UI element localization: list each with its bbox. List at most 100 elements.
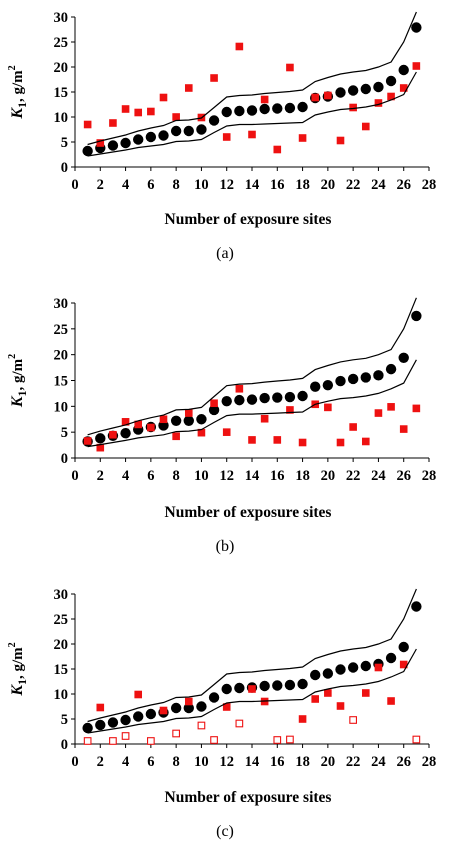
data-point-red-open-square bbox=[197, 721, 206, 730]
x-tick-label: 12 bbox=[219, 468, 234, 484]
data-point-red-square bbox=[172, 113, 180, 121]
data-point-red-open-square bbox=[349, 716, 357, 724]
lower-band-line bbox=[87, 71, 417, 157]
data-point-black-circle bbox=[158, 130, 169, 141]
data-point-red-square bbox=[412, 62, 421, 70]
data-point-red-square bbox=[324, 91, 332, 100]
x-tick-label: 26 bbox=[396, 177, 411, 193]
data-point-black-circle bbox=[208, 115, 220, 126]
data-point-black-circle bbox=[234, 682, 245, 694]
series-black-circle bbox=[82, 22, 422, 157]
y-tick-label: 25 bbox=[54, 322, 69, 338]
data-point-black-circle bbox=[196, 124, 207, 135]
y-tick-label: 15 bbox=[54, 662, 69, 678]
y-tick-label: 5 bbox=[61, 425, 68, 441]
data-point-black-circle bbox=[246, 394, 258, 405]
data-point-red-square bbox=[324, 689, 332, 697]
series-lower-band-line bbox=[87, 71, 417, 157]
x-tick-label: 0 bbox=[71, 468, 78, 484]
x-tick-label: 10 bbox=[194, 468, 209, 484]
data-point-red-square bbox=[260, 414, 269, 423]
data-point-black-circle bbox=[347, 85, 359, 96]
lower-band-line bbox=[87, 359, 417, 448]
data-point-red-square bbox=[235, 384, 244, 393]
y-tick-label: 25 bbox=[54, 612, 69, 628]
x-axis-label: Number of exposure sites bbox=[165, 504, 332, 521]
data-point-black-circle bbox=[145, 131, 157, 143]
data-point-black-circle bbox=[259, 392, 270, 404]
data-point-red-square bbox=[361, 689, 370, 697]
data-point-red-square bbox=[273, 145, 282, 154]
x-tick-label: 26 bbox=[396, 468, 411, 484]
data-point-red-square bbox=[374, 99, 383, 107]
data-point-red-square bbox=[222, 428, 231, 436]
data-point-red-square bbox=[159, 415, 168, 424]
lower-band-line bbox=[87, 648, 417, 734]
data-point-red-square bbox=[248, 436, 256, 444]
data-point-black-circle bbox=[272, 392, 283, 403]
data-point-black-circle bbox=[297, 390, 308, 402]
data-point-black-circle bbox=[183, 415, 194, 426]
series-upper-band-line bbox=[87, 11, 417, 146]
x-tick-label: 28 bbox=[422, 468, 437, 484]
x-tick-label: 2 bbox=[97, 177, 104, 193]
y-tick-label: 30 bbox=[54, 296, 69, 312]
data-point-black-circle bbox=[133, 134, 144, 145]
data-point-black-circle bbox=[398, 352, 409, 363]
x-tick-label: 4 bbox=[122, 754, 129, 770]
data-point-red-square bbox=[235, 42, 244, 51]
y-tick-label: 0 bbox=[61, 451, 68, 467]
data-point-red-square bbox=[159, 706, 168, 715]
data-point-black-circle bbox=[107, 717, 119, 728]
x-tick-label: 8 bbox=[173, 177, 180, 193]
data-point-black-circle bbox=[170, 415, 182, 426]
panel-label: (b) bbox=[216, 538, 235, 555]
data-point-black-circle bbox=[360, 372, 371, 383]
x-tick-label: 0 bbox=[71, 754, 78, 770]
x-tick-label: 6 bbox=[147, 754, 154, 770]
x-tick-label: 20 bbox=[321, 754, 336, 770]
data-point-red-square bbox=[197, 428, 206, 437]
y-tick-label: 0 bbox=[61, 737, 68, 753]
upper-band-line bbox=[87, 588, 417, 723]
data-point-black-circle bbox=[196, 414, 207, 425]
series-lower-band-line bbox=[87, 359, 417, 448]
upper-band-line bbox=[87, 297, 417, 436]
data-point-red-square bbox=[387, 92, 395, 101]
data-point-red-square bbox=[336, 438, 345, 447]
data-point-black-circle bbox=[335, 664, 346, 675]
data-point-red-square bbox=[374, 409, 383, 417]
y-tick-label: 0 bbox=[61, 160, 68, 176]
data-point-black-circle bbox=[221, 395, 232, 407]
y-tick-label: 20 bbox=[54, 637, 69, 653]
data-point-red-square bbox=[134, 690, 143, 699]
x-tick-label: 10 bbox=[194, 754, 209, 770]
data-point-red-square bbox=[147, 423, 155, 432]
data-point-red-square bbox=[184, 409, 193, 417]
x-tick-label: 6 bbox=[147, 468, 154, 484]
data-point-red-square bbox=[210, 74, 218, 82]
data-point-black-circle bbox=[221, 683, 232, 695]
x-tick-label: 12 bbox=[219, 754, 234, 770]
data-point-black-circle bbox=[95, 433, 106, 444]
x-tick-label: 8 bbox=[173, 754, 180, 770]
data-point-red-square bbox=[311, 93, 320, 102]
x-tick-label: 2 bbox=[97, 468, 104, 484]
data-point-red-square bbox=[361, 122, 370, 131]
data-point-red-square bbox=[159, 93, 168, 102]
data-point-black-circle bbox=[411, 310, 422, 322]
data-point-black-circle bbox=[360, 660, 371, 672]
y-axis-label: K1, g/m2 bbox=[7, 65, 29, 119]
series-upper-band-line bbox=[87, 297, 417, 436]
data-point-red-square bbox=[248, 130, 256, 139]
data-point-black-circle bbox=[284, 391, 296, 403]
x-tick-label: 22 bbox=[346, 468, 361, 484]
data-point-black-circle bbox=[322, 379, 334, 391]
data-point-red-open-square bbox=[147, 737, 155, 745]
data-point-black-circle bbox=[272, 680, 283, 691]
data-point-red-square bbox=[286, 63, 294, 72]
data-point-red-open-square bbox=[235, 719, 244, 728]
